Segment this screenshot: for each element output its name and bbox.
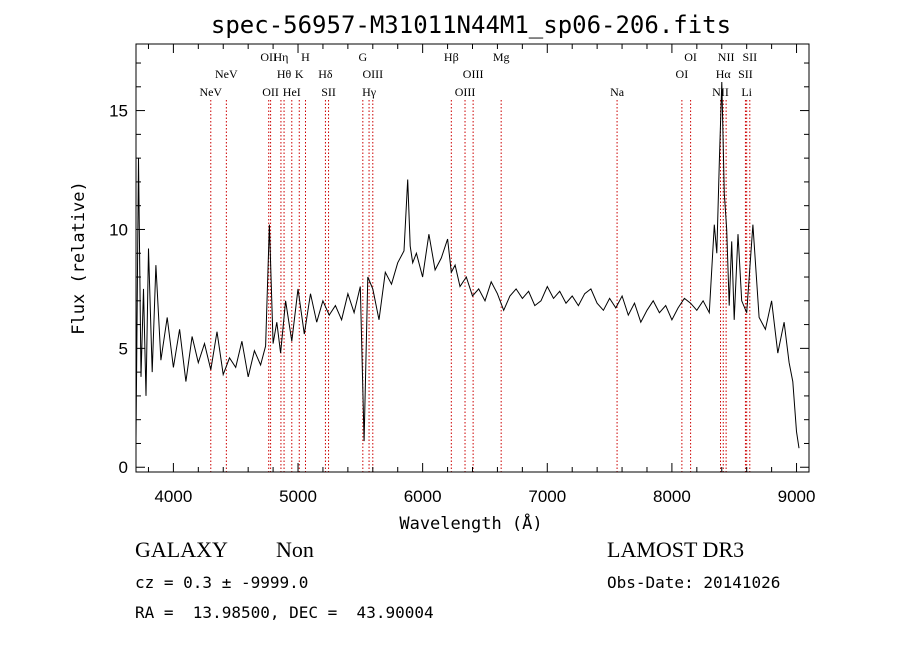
line-label: NII: [718, 50, 735, 64]
line-label: NII: [712, 85, 729, 99]
line-label: K: [295, 67, 304, 81]
line-label: Li: [741, 85, 752, 99]
object-class: GALAXY: [135, 537, 228, 562]
chart-title: spec-56957-M31011N44M1_sp06-206.fits: [211, 11, 731, 39]
line-label: SII: [742, 50, 757, 64]
line-label: OII: [260, 50, 277, 64]
line-label: OI: [684, 50, 697, 64]
x-tick-label: 8000: [653, 487, 691, 506]
line-label: NeV: [215, 67, 238, 81]
x-tick-label: 4000: [154, 487, 192, 506]
line-label: SII: [321, 85, 336, 99]
line-label: OI: [676, 67, 689, 81]
plot-frame: [135, 43, 810, 473]
line-label: Hα: [716, 67, 732, 81]
obs-date: Obs-Date: 20141026: [607, 573, 781, 592]
y-axis: 0 5 10 15: [109, 62, 809, 477]
y-tick-label: 5: [119, 339, 128, 358]
survey-name: LAMOST DR3: [607, 537, 745, 562]
line-label: H: [301, 50, 310, 64]
line-label: OIII: [455, 85, 476, 99]
x-axis-label: Wavelength (Å): [399, 512, 542, 534]
coordinates: RA = 13.98500, DEC = 43.90004: [135, 603, 434, 622]
line-label: Na: [610, 85, 625, 99]
y-axis-label: Flux (relative): [69, 181, 89, 335]
line-label: HeI: [283, 85, 301, 99]
x-axis: 4000 5000 6000 7000 8000 9000: [147, 44, 816, 506]
line-label: G: [358, 50, 367, 64]
redshift-info: cz = 0.3 ± -9999.0: [135, 573, 309, 592]
line-label: NeV: [199, 85, 222, 99]
line-label: OIII: [463, 67, 484, 81]
y-tick-label: 10: [109, 220, 128, 239]
x-tick-label: 7000: [528, 487, 566, 506]
object-subclass: Non: [276, 537, 314, 562]
x-tick-label: 9000: [778, 487, 816, 506]
y-tick-label: 0: [119, 458, 128, 477]
line-label: Hδ: [318, 67, 333, 81]
emission-line-markers: NeVNeVOIIOIIHηHθHeIKHHδSIIGHγOIIIHβOIIIO…: [199, 50, 757, 472]
x-tick-label: 5000: [279, 487, 317, 506]
line-label: Hθ: [277, 67, 292, 81]
line-label: SII: [738, 67, 753, 81]
y-tick-label: 15: [109, 102, 128, 121]
spectrum-series: [135, 81, 800, 449]
line-label: OIII: [362, 67, 383, 81]
line-label: Hβ: [444, 50, 459, 64]
line-label: Hη: [273, 50, 288, 64]
line-label: Hγ: [362, 85, 377, 99]
spectrum-line: [135, 81, 800, 449]
line-label: OII: [262, 85, 279, 99]
x-tick-label: 6000: [404, 487, 442, 506]
line-label: Mg: [493, 50, 510, 64]
